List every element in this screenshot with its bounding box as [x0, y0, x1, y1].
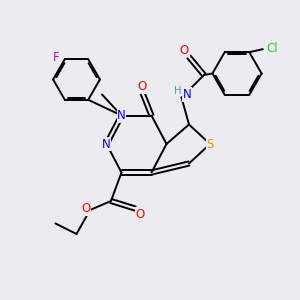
Text: S: S — [206, 137, 214, 151]
Text: F: F — [52, 51, 59, 64]
Text: O: O — [81, 202, 90, 215]
Text: N: N — [182, 88, 191, 101]
Text: N: N — [102, 137, 111, 151]
Text: Cl: Cl — [266, 42, 278, 55]
Text: O: O — [180, 44, 189, 57]
Text: O: O — [136, 208, 145, 221]
Text: O: O — [138, 80, 147, 94]
Text: N: N — [117, 109, 126, 122]
Text: H: H — [174, 86, 182, 96]
